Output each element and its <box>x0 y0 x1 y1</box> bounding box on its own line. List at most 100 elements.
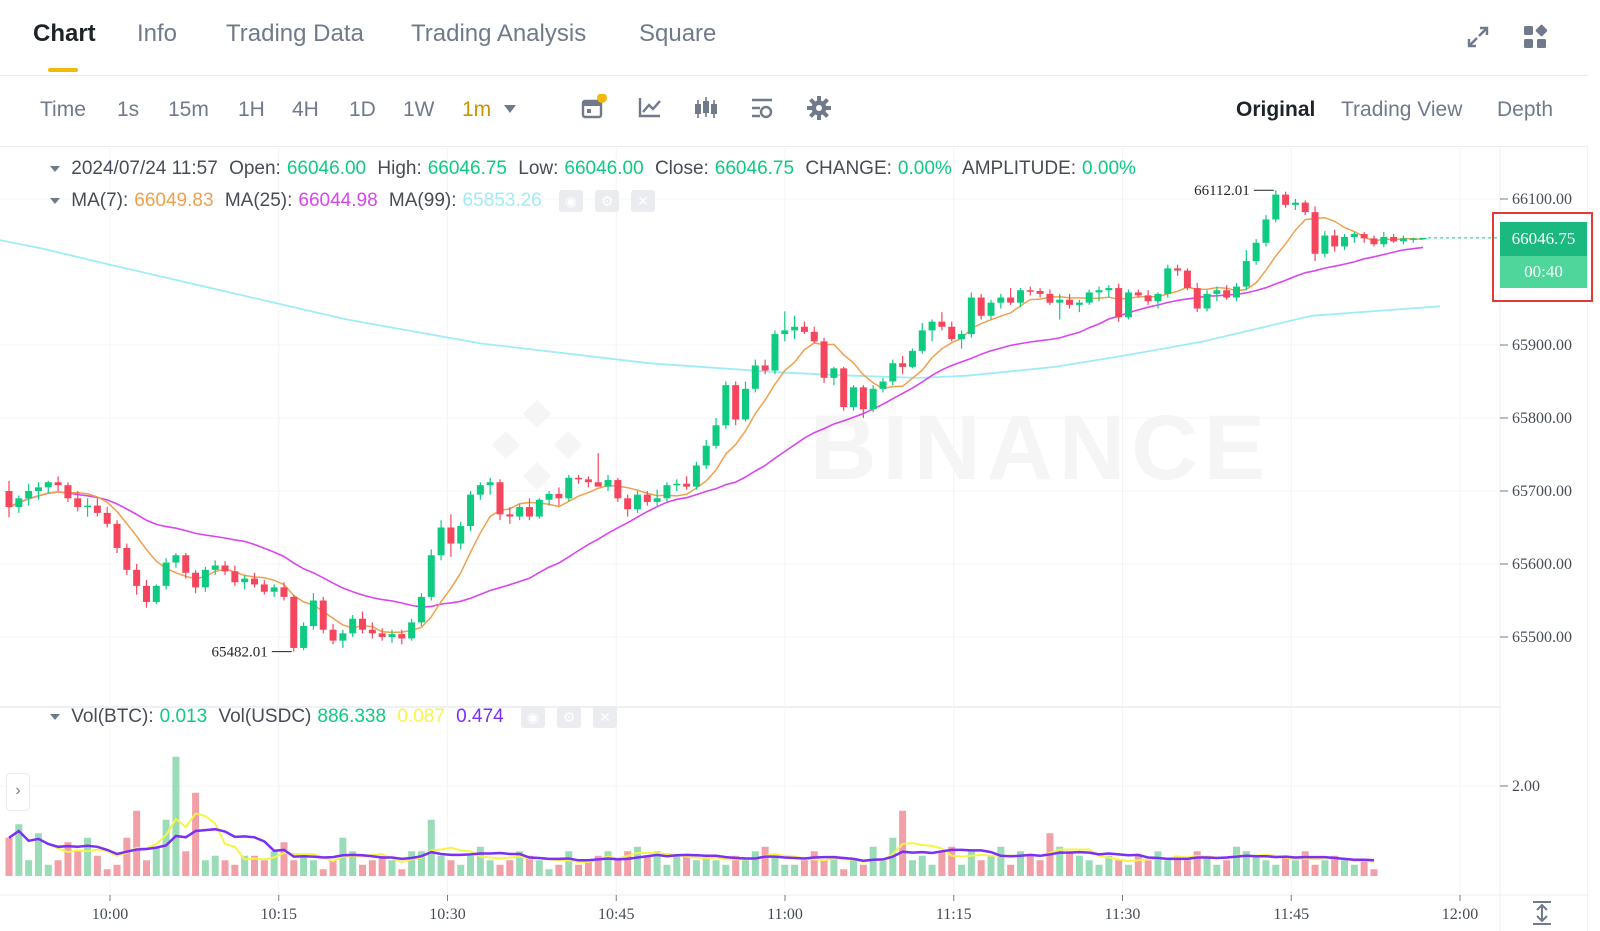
candle-body <box>201 569 209 588</box>
axis-fit-icon[interactable] <box>1530 900 1554 926</box>
volume-bar <box>378 855 386 876</box>
view-trading-view[interactable]: Trading View <box>1341 98 1463 121</box>
time-tick-label: 11:00 <box>767 906 803 923</box>
tab-info[interactable]: Info <box>137 20 178 47</box>
candle-body <box>103 512 111 524</box>
price-tick-label: 65700.00 <box>1512 483 1572 500</box>
volume-bar <box>103 869 111 876</box>
close-icon[interactable]: ✕ <box>593 706 617 728</box>
volume-bar <box>692 860 700 876</box>
volume-bar <box>1085 860 1093 876</box>
vol-usdc-value: 886.338 <box>317 706 387 728</box>
volume-bar <box>1282 855 1290 876</box>
volume-bar <box>1026 855 1034 876</box>
volume-bar <box>810 851 818 876</box>
change-label: CHANGE: <box>805 158 892 179</box>
eye-icon[interactable]: ◉ <box>521 706 545 728</box>
candle-body <box>859 387 867 410</box>
tab-chart[interactable]: Chart <box>33 20 96 47</box>
candle-body <box>1370 238 1378 245</box>
interval-1w[interactable]: 1W <box>403 98 435 121</box>
time-tick-label: 11:45 <box>1273 906 1309 923</box>
volume-bar <box>486 860 494 876</box>
candle-body <box>388 634 396 637</box>
candlestick-icon[interactable] <box>692 94 720 122</box>
interval-15m[interactable]: 15m <box>168 98 209 121</box>
collapse-triangle-icon[interactable] <box>50 714 60 720</box>
candle-body <box>84 505 92 508</box>
interval-1s[interactable]: 1s <box>117 98 140 121</box>
volume-bar <box>1066 851 1074 876</box>
time-tick-label: 12:00 <box>1442 906 1478 923</box>
candle-body <box>319 600 327 630</box>
candle-body <box>378 633 386 637</box>
volume-bar <box>457 864 465 876</box>
interval-time[interactable]: Time <box>40 98 86 121</box>
interval-4h[interactable]: 4H <box>292 98 319 121</box>
candle-body <box>908 350 916 367</box>
tab-trading-data[interactable]: Trading Data <box>226 20 364 47</box>
eye-icon[interactable]: ◉ <box>559 190 584 212</box>
settings-icon[interactable]: ⚙ <box>595 190 620 212</box>
settings-icon[interactable]: ⚙ <box>557 706 581 728</box>
calendar-icon[interactable] <box>579 94 607 122</box>
gear-icon[interactable] <box>805 94 833 122</box>
view-depth[interactable]: Depth <box>1497 98 1554 121</box>
price-tick-label: 65600.00 <box>1512 556 1572 573</box>
indicator-chart-icon[interactable] <box>636 94 664 122</box>
candle-body <box>643 494 651 502</box>
ma25-value: 66044.98 <box>298 190 378 212</box>
candle-body <box>1341 236 1349 247</box>
volume-bar <box>1321 860 1329 876</box>
candlestick-chart[interactable]: 10:00 10:15 10:30 10:45 11:00 11:15 11:30 11:45… <box>0 146 1588 931</box>
price-tick-label: 66100.00 <box>1512 191 1572 208</box>
volume-bar <box>221 860 229 876</box>
candle-body <box>692 465 700 487</box>
expand-panel-button[interactable]: › <box>6 773 30 811</box>
current-price-tag: 66046.75 <box>1500 222 1587 256</box>
interval-1d[interactable]: 1D <box>349 98 376 121</box>
candle-body <box>1223 290 1231 298</box>
candle-body <box>997 297 1005 303</box>
candle-body <box>653 498 661 502</box>
close-icon[interactable]: ✕ <box>631 190 656 212</box>
volume-bar <box>1291 860 1299 876</box>
tab-square[interactable]: Square <box>639 20 717 47</box>
candle-body <box>1350 234 1358 237</box>
candle-body <box>467 494 475 527</box>
candle-body <box>1331 235 1339 247</box>
candle-body <box>869 388 877 410</box>
layout-grid-icon[interactable] <box>1522 24 1548 50</box>
tab-trading-analysis[interactable]: Trading Analysis <box>411 20 587 47</box>
volume-bar <box>290 860 298 876</box>
volume-bar <box>732 855 740 876</box>
open-value: 66046.00 <box>286 158 367 179</box>
candle-body <box>359 618 367 630</box>
candle-countdown: 00:40 <box>1500 256 1587 288</box>
volume-bar <box>437 855 445 876</box>
candle-body <box>1193 288 1201 309</box>
volume-bar <box>64 842 72 876</box>
chevron-down-icon[interactable] <box>503 104 517 114</box>
volume-bar <box>742 860 749 876</box>
layers-icon[interactable] <box>748 94 776 122</box>
view-original[interactable]: Original <box>1236 98 1316 121</box>
volume-ma-long-line <box>8 827 1375 862</box>
time-tick-label: 10:00 <box>92 906 128 923</box>
time-tick-label: 10:45 <box>598 906 634 923</box>
ma7-label: MA(7): <box>71 190 129 212</box>
highlight-box <box>1492 212 1593 302</box>
volume-bar <box>1105 855 1113 876</box>
interval-1h[interactable]: 1H <box>238 98 265 121</box>
volume-bar <box>1341 860 1349 876</box>
collapse-triangle-icon[interactable] <box>50 165 60 172</box>
candle-body <box>1380 236 1388 245</box>
fullscreen-icon[interactable] <box>1465 24 1491 50</box>
volume-bar <box>1213 864 1221 876</box>
volume-bar <box>123 837 131 876</box>
candle-body <box>820 341 828 378</box>
candle-body <box>633 494 641 510</box>
interval-1m[interactable]: 1m <box>462 98 492 121</box>
collapse-triangle-icon[interactable] <box>50 198 60 204</box>
candle-body <box>771 334 779 371</box>
